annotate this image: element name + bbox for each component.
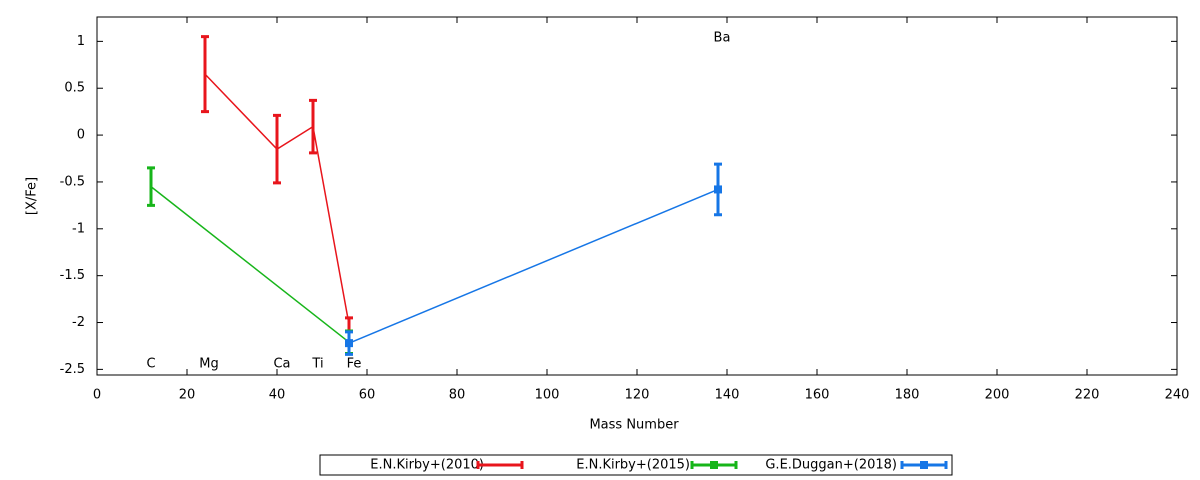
element-label: Ca bbox=[273, 357, 290, 372]
error-bar bbox=[273, 113, 281, 185]
error-bar bbox=[147, 166, 155, 207]
x-tick-label: 160 bbox=[805, 388, 830, 403]
y-tick-label: 0 bbox=[77, 128, 85, 143]
y-tick-label: -2 bbox=[72, 315, 85, 330]
x-tick-label: 100 bbox=[535, 388, 560, 403]
y-tick-label: 0.5 bbox=[64, 81, 85, 96]
y-axis-label: [X/Fe] bbox=[25, 177, 40, 215]
x-tick-label: 240 bbox=[1165, 388, 1190, 403]
x-tick-label: 40 bbox=[269, 388, 286, 403]
error-bar bbox=[201, 35, 209, 114]
error-bar bbox=[345, 316, 353, 333]
y-tick-label: -1.5 bbox=[60, 268, 85, 283]
element-label: C bbox=[146, 357, 155, 372]
plot-frame bbox=[96, 16, 1178, 376]
y-tick-label: 1 bbox=[77, 34, 85, 49]
legend-point bbox=[710, 461, 718, 469]
x-tick-label: 60 bbox=[359, 388, 376, 403]
element-label: Ti bbox=[311, 357, 323, 372]
x-tick-label: 180 bbox=[895, 388, 920, 403]
point bbox=[714, 185, 722, 194]
series-line bbox=[204, 73, 350, 325]
x-tick-label: 0 bbox=[93, 388, 101, 403]
x-tick-label: 140 bbox=[715, 388, 740, 403]
legend-point bbox=[920, 461, 928, 469]
y-tick-label: -2.5 bbox=[60, 362, 85, 377]
series-line bbox=[348, 188, 719, 344]
y-tick-label: -1 bbox=[72, 221, 85, 236]
error-bar bbox=[309, 98, 317, 155]
legend-label: G.E.Duggan+(2018) bbox=[765, 458, 897, 473]
x-axis-label: Mass Number bbox=[589, 418, 679, 433]
x-tick-label: 80 bbox=[449, 388, 466, 403]
legend-swatch bbox=[476, 461, 524, 469]
element-label: Mg bbox=[199, 357, 218, 372]
element-label: Ba bbox=[714, 31, 731, 46]
point bbox=[345, 339, 353, 348]
element-label: Fe bbox=[347, 357, 362, 372]
legend-label: E.N.Kirby+(2015) bbox=[576, 458, 690, 473]
legend-box bbox=[319, 454, 953, 476]
x-tick-label: 220 bbox=[1075, 388, 1100, 403]
x-tick-label: 20 bbox=[179, 388, 196, 403]
series-line bbox=[150, 186, 350, 343]
y-tick-label: -0.5 bbox=[60, 174, 85, 189]
x-tick-label: 120 bbox=[625, 388, 650, 403]
legend-label: E.N.Kirby+(2010) bbox=[370, 458, 484, 473]
x-tick-label: 200 bbox=[985, 388, 1010, 403]
